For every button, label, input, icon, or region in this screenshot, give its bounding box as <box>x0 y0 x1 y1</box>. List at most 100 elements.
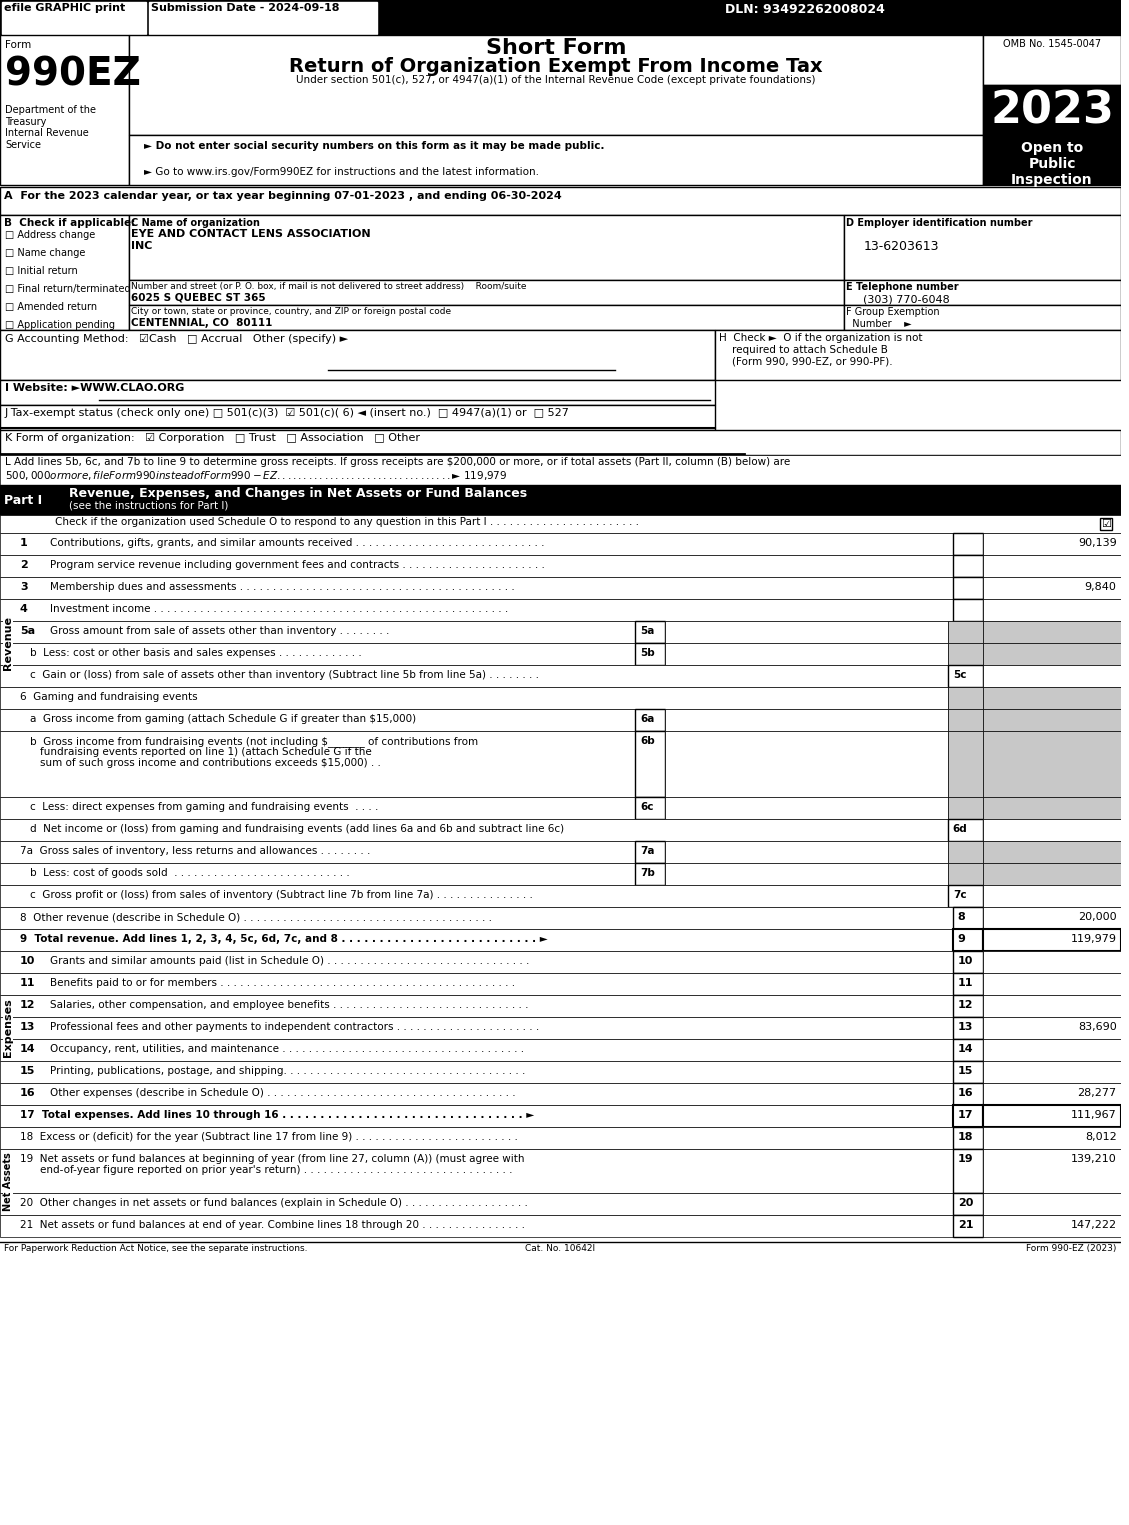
Text: end-of-year figure reported on prior year's return) . . . . . . . . . . . . . . : end-of-year figure reported on prior yea… <box>40 1165 513 1174</box>
Text: Printing, publications, postage, and shipping. . . . . . . . . . . . . . . . . .: Printing, publications, postage, and shi… <box>50 1066 525 1077</box>
Text: 12: 12 <box>957 1000 973 1010</box>
Bar <box>953 576 982 599</box>
Bar <box>636 730 665 798</box>
Text: (see the instructions for Part I): (see the instructions for Part I) <box>70 500 229 509</box>
Text: C Name of organization: C Name of organization <box>131 218 260 229</box>
Bar <box>953 1127 982 1148</box>
Text: 10: 10 <box>20 956 35 965</box>
Text: 2: 2 <box>20 560 27 570</box>
Bar <box>953 1215 982 1237</box>
Text: 7c: 7c <box>953 891 966 900</box>
Text: 11: 11 <box>957 978 973 988</box>
Text: 9,840: 9,840 <box>1085 583 1117 592</box>
Bar <box>0 599 953 621</box>
Bar <box>953 555 982 576</box>
Text: Number and street (or P. O. box, if mail is not delivered to street address)    : Number and street (or P. O. box, if mail… <box>131 282 526 291</box>
Bar <box>953 929 982 952</box>
Bar <box>953 1106 982 1127</box>
Text: 6c: 6c <box>640 802 654 811</box>
Bar <box>982 994 1121 1017</box>
Text: c  Gross profit or (loss) from sales of inventory (Subtract line 7b from line 7a: c Gross profit or (loss) from sales of i… <box>29 891 533 900</box>
Bar <box>665 798 948 819</box>
Bar <box>982 819 1121 840</box>
Text: 8,012: 8,012 <box>1085 1132 1117 1142</box>
Bar <box>0 1215 953 1237</box>
Bar <box>715 329 1121 380</box>
Bar <box>982 709 1121 730</box>
Text: City or town, state or province, country, and ZIP or foreign postal code: City or town, state or province, country… <box>131 307 452 316</box>
Bar <box>982 952 1121 973</box>
Text: 12: 12 <box>20 1000 35 1010</box>
Text: 5a: 5a <box>20 625 35 636</box>
Text: Form 990-EZ (2023): Form 990-EZ (2023) <box>1026 1244 1117 1254</box>
Bar <box>665 840 948 863</box>
Text: K Form of organization:   ☑ Corporation   □ Trust   □ Association   □ Other: K Form of organization: ☑ Corporation □ … <box>5 433 420 444</box>
Text: Membership dues and assessments . . . . . . . . . . . . . . . . . . . . . . . . : Membership dues and assessments . . . . … <box>50 583 515 592</box>
Text: Cat. No. 10642I: Cat. No. 10642I <box>525 1244 595 1254</box>
Bar <box>982 1017 1121 1039</box>
Text: 6d: 6d <box>953 824 968 834</box>
Text: D Employer identification number: D Employer identification number <box>846 218 1032 229</box>
Text: 19  Net assets or fund balances at beginning of year (from line 27, column (A)) : 19 Net assets or fund balances at beginn… <box>20 1154 524 1164</box>
Bar <box>636 644 665 665</box>
Text: 28,277: 28,277 <box>1077 1087 1117 1098</box>
Bar <box>129 136 982 185</box>
Text: 119,979: 119,979 <box>1070 933 1117 944</box>
Bar <box>982 35 1121 85</box>
Text: Gross amount from sale of assets other than inventory . . . . . . . .: Gross amount from sale of assets other t… <box>50 625 390 636</box>
Bar <box>953 1193 982 1215</box>
Bar <box>948 709 982 730</box>
Bar <box>0 485 1121 515</box>
Bar <box>129 281 843 305</box>
Bar <box>0 1127 953 1148</box>
Text: b  Less: cost or other basis and sales expenses . . . . . . . . . . . . .: b Less: cost or other basis and sales ex… <box>29 648 361 657</box>
Bar <box>953 952 982 973</box>
Text: Form: Form <box>5 40 32 50</box>
Bar <box>982 644 1121 665</box>
Text: Under section 501(c), 527, or 4947(a)(1) of the Internal Revenue Code (except pr: Under section 501(c), 527, or 4947(a)(1)… <box>296 75 815 85</box>
Text: □ Final return/terminated: □ Final return/terminated <box>5 284 131 294</box>
Text: □ Application pending: □ Application pending <box>5 320 115 329</box>
Text: 5c: 5c <box>953 669 966 680</box>
Text: Investment income . . . . . . . . . . . . . . . . . . . . . . . . . . . . . . . : Investment income . . . . . . . . . . . … <box>50 604 508 615</box>
Text: 21: 21 <box>957 1220 973 1231</box>
Text: b  Gross income from fundraising events (not including $_______ of contributions: b Gross income from fundraising events (… <box>29 737 478 747</box>
Text: 9  Total revenue. Add lines 1, 2, 3, 4, 5c, 6d, 7c, and 8 . . . . . . . . . . . : 9 Total revenue. Add lines 1, 2, 3, 4, 5… <box>20 933 548 944</box>
Text: 83,690: 83,690 <box>1078 1022 1117 1032</box>
Bar <box>948 621 982 644</box>
Text: Revenue, Expenses, and Changes in Net Assets or Fund Balances: Revenue, Expenses, and Changes in Net As… <box>70 486 527 500</box>
Bar <box>636 621 665 644</box>
Text: 21  Net assets or fund balances at end of year. Combine lines 18 through 20 . . : 21 Net assets or fund balances at end of… <box>20 1220 525 1231</box>
Text: 7a: 7a <box>640 846 655 856</box>
Text: 8: 8 <box>957 912 965 923</box>
Text: 19: 19 <box>957 1154 973 1164</box>
Bar <box>0 188 1121 215</box>
Bar <box>0 555 953 576</box>
Text: 13-6203613: 13-6203613 <box>864 239 939 253</box>
Bar <box>982 798 1121 819</box>
Bar <box>982 730 1121 798</box>
Text: b  Less: cost of goods sold  . . . . . . . . . . . . . . . . . . . . . . . . . .: b Less: cost of goods sold . . . . . . .… <box>29 868 350 878</box>
Text: Occupancy, rent, utilities, and maintenance . . . . . . . . . . . . . . . . . . : Occupancy, rent, utilities, and maintena… <box>50 1045 524 1054</box>
Text: H  Check ►  O if the organization is not
    required to attach Schedule B
    (: H Check ► O if the organization is not r… <box>718 332 922 366</box>
Bar <box>982 1083 1121 1106</box>
Text: 5a: 5a <box>640 625 655 636</box>
Text: 139,210: 139,210 <box>1070 1154 1117 1164</box>
Text: 3: 3 <box>20 583 27 592</box>
Text: Net Assets: Net Assets <box>3 1153 12 1211</box>
Text: 5b: 5b <box>640 648 655 657</box>
Bar <box>982 1127 1121 1148</box>
Bar <box>982 686 1121 709</box>
Bar <box>982 1106 1121 1127</box>
Bar <box>982 1039 1121 1061</box>
Bar <box>948 819 982 840</box>
Text: 7a  Gross sales of inventory, less returns and allowances . . . . . . . .: 7a Gross sales of inventory, less return… <box>20 846 370 856</box>
Bar <box>948 644 982 665</box>
Text: 6a: 6a <box>640 714 655 724</box>
Bar <box>0 644 636 665</box>
Text: c  Less: direct expenses from gaming and fundraising events  . . . .: c Less: direct expenses from gaming and … <box>29 802 378 811</box>
Bar <box>129 215 843 281</box>
Bar <box>0 863 636 884</box>
Text: Program service revenue including government fees and contracts . . . . . . . . : Program service revenue including govern… <box>50 560 544 570</box>
Bar <box>982 621 1121 644</box>
